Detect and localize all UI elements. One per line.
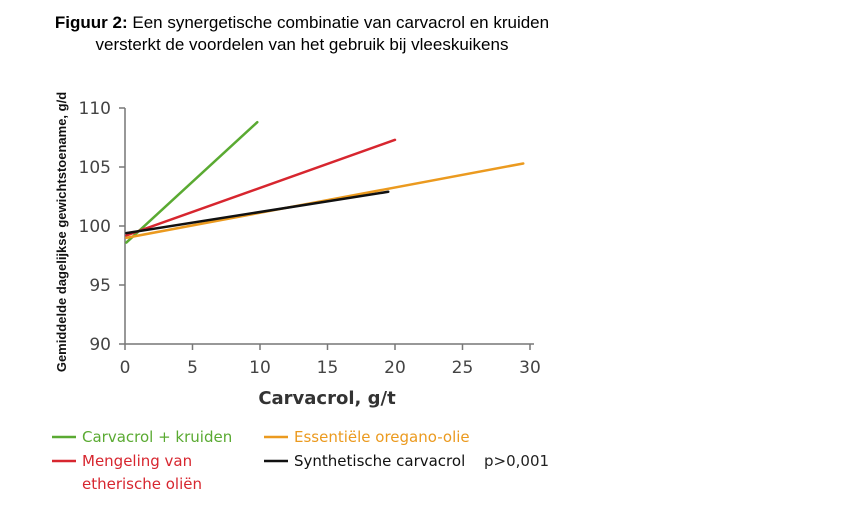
series-lines	[125, 120, 525, 244]
x-tick-label: 15	[317, 358, 339, 378]
x-tick-label: 5	[187, 358, 198, 378]
x-tick-label: 20	[384, 358, 406, 378]
x-tick-label: 0	[120, 358, 131, 378]
legend-label-synthetisch: Synthetische carvacrol	[294, 452, 465, 470]
y-axis-label: Gemiddelde dagelijkse gewichtstoename, g…	[54, 92, 69, 372]
x-axis-label: Carvacrol, g/t	[258, 388, 396, 409]
y-tick-label: 110	[79, 99, 111, 119]
x-tick-label: 30	[519, 358, 541, 378]
x-tick-label: 25	[452, 358, 474, 378]
y-tick-label: 95	[89, 276, 111, 296]
legend-label-etherische-line2: etherische oliën	[82, 475, 202, 493]
y-tick-label: 105	[79, 158, 111, 178]
figure-title: Figuur 2: Een synergetische combinatie v…	[22, 12, 582, 56]
legend: Carvacrol + kruiden Essentiële oregano-o…	[52, 428, 549, 493]
y-tick-label: 90	[89, 335, 111, 355]
figure-label: Figuur 2:	[54, 13, 128, 32]
y-tick-label: 100	[79, 217, 111, 237]
figure-title-text: Een synergetische combinatie van carvacr…	[95, 13, 550, 54]
y-ticks: 90 95 100 105 110	[79, 99, 125, 355]
legend-label-etherische-line1: Mengeling van	[82, 452, 192, 470]
x-tick-label: 10	[249, 358, 271, 378]
series-line-mengeling-van-etherische-olien	[125, 138, 397, 237]
series-line-synthetische-carvacrol	[125, 190, 390, 235]
legend-label-oregano: Essentiële oregano-olie	[294, 428, 470, 446]
significance-note: p>0,001	[484, 452, 549, 470]
legend-label-carvacrol-kruiden: Carvacrol + kruiden	[82, 428, 232, 446]
series-line-carvacrol-kruiden	[125, 120, 259, 244]
x-ticks: 0 5 10 15 20 25 30	[120, 344, 541, 378]
